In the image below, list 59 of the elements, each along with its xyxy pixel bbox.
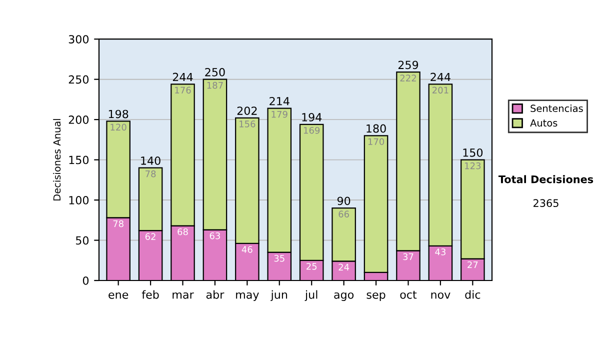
data-label: 46 [242, 246, 252, 253]
data-label: 169 [304, 126, 320, 134]
x-tick-label: mar [172, 292, 194, 299]
y-tick-label: 0 [82, 276, 89, 285]
data-label: 37 [403, 253, 414, 260]
total-label: 198 [108, 110, 128, 118]
data-label: 123 [465, 162, 481, 170]
data-label: 24 [338, 264, 350, 270]
data-label: 201 [432, 86, 448, 94]
x-tick-label: jun [270, 290, 288, 301]
x-tick-label: ene [108, 292, 128, 299]
total-label: 140 [141, 156, 160, 165]
x-tick-label: may [236, 292, 259, 301]
data-label: 222 [400, 74, 416, 82]
total-label: 150 [463, 148, 483, 157]
data-label: 62 [145, 233, 156, 240]
data-label: 176 [175, 86, 191, 94]
data-label: 78 [146, 170, 156, 178]
data-label: 120 [110, 124, 126, 131]
data-label: 170 [368, 138, 384, 146]
total-label: 250 [205, 68, 225, 76]
total-label: 244 [430, 72, 450, 82]
legend-label: Sentencias [530, 104, 583, 112]
x-tick-label: feb [142, 290, 159, 299]
data-label: 68 [178, 228, 188, 236]
y-tick-label: 250 [68, 75, 89, 84]
total-label: 180 [366, 124, 386, 133]
x-tick-label: oct [400, 290, 417, 299]
y-tick-label: 300 [68, 35, 89, 44]
y-axis-title: Decisiones Anual [53, 119, 61, 200]
total-label: 90 [337, 196, 350, 206]
data-label: 63 [210, 232, 220, 240]
data-label: 27 [468, 261, 478, 268]
text: 2365 [534, 199, 558, 208]
total-label: 202 [237, 106, 257, 115]
y-tick-label: 200 [68, 116, 89, 124]
x-tick-label: jul [304, 290, 318, 301]
data-label: 179 [272, 110, 288, 118]
data-label: 78 [113, 220, 124, 228]
data-label: 156 [240, 120, 256, 128]
data-label: 43 [435, 248, 446, 256]
data-label: 187 [207, 82, 223, 89]
data-label: 25 [306, 262, 317, 270]
total-label: 259 [398, 60, 418, 70]
text: Total Decisiones [498, 175, 594, 184]
x-tick-label: nov [431, 292, 450, 299]
y-tick-label: 50 [76, 236, 89, 245]
total-label: 194 [302, 113, 322, 122]
y-tick-label: 150 [69, 156, 89, 164]
data-label: 66 [338, 210, 349, 218]
data-label: 35 [274, 254, 284, 262]
total-label: 244 [172, 72, 193, 82]
x-tick-label: dic [465, 290, 480, 299]
x-tick-label: abr [206, 290, 224, 299]
total-label: 214 [270, 96, 290, 106]
legend-label: Autos [530, 119, 558, 127]
x-tick-label: sep [366, 292, 386, 301]
x-tick-label: ago [334, 292, 354, 301]
y-tick-label: 100 [69, 196, 89, 204]
